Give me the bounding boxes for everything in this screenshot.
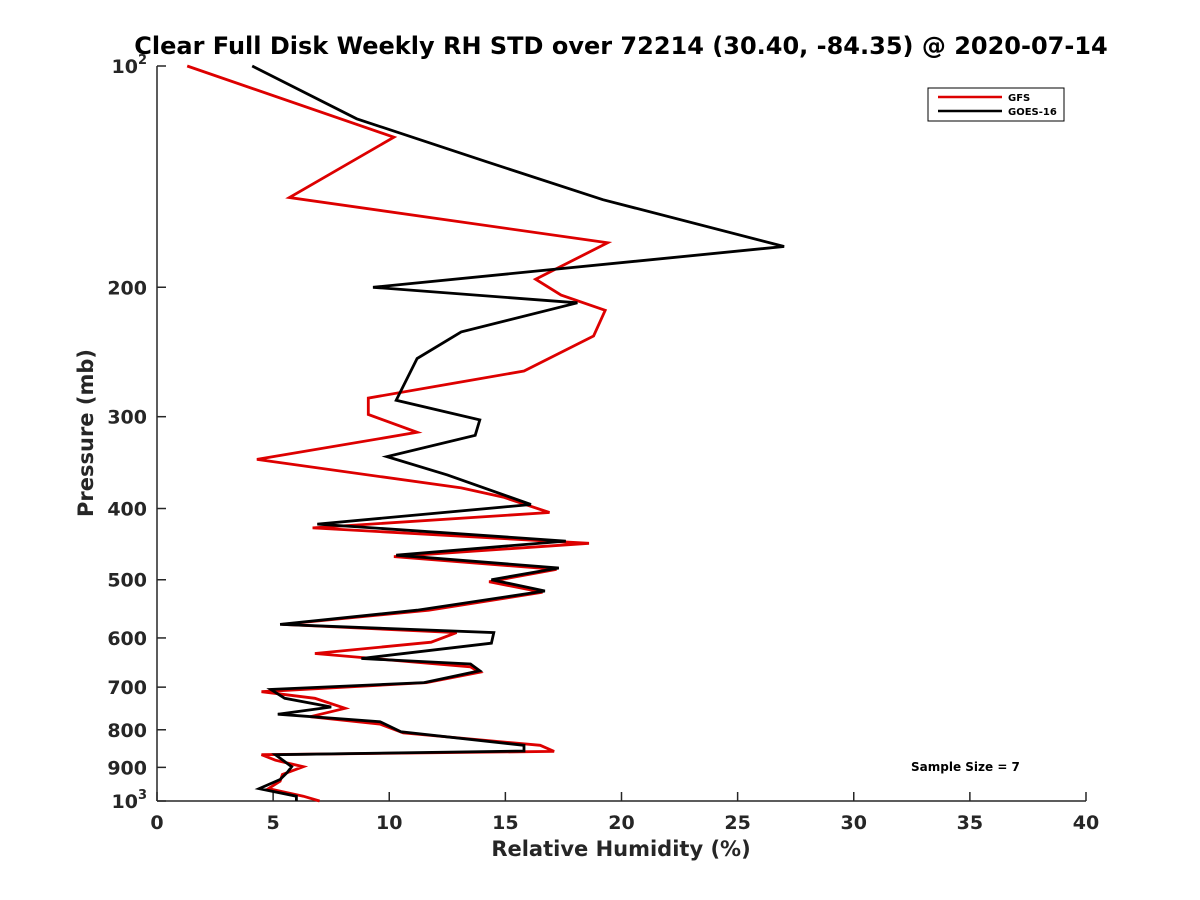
- y-tick-label: 700: [107, 677, 147, 699]
- x-tick-label: 15: [492, 812, 518, 834]
- x-tick-label: 5: [267, 812, 280, 834]
- y-tick-label: 102: [112, 53, 148, 78]
- y-tick-label: 200: [107, 277, 147, 299]
- series-line-goes16: [251, 64, 785, 801]
- legend: GFS GOES-16: [927, 87, 1065, 122]
- x-axis-label: Relative Humidity (%): [491, 837, 750, 861]
- y-tick-label: 103: [112, 788, 148, 813]
- x-tick-label: 0: [150, 812, 163, 834]
- x-axis-ticks: 0 5 10 15 20 25 30 35 40: [150, 792, 1099, 834]
- x-tick-label: 10: [376, 812, 402, 834]
- legend-box: [927, 87, 1065, 122]
- legend-label-gfs: GFS: [1008, 93, 1030, 104]
- y-tick-label: 900: [107, 757, 147, 779]
- series-layer: [186, 64, 785, 803]
- y-axis-ticks: 102 200 300 400 500 600 700 800 900 103: [107, 53, 166, 813]
- sample-size-annotation: Sample Size = 7: [911, 760, 1020, 774]
- x-tick-label: 30: [841, 812, 867, 834]
- chart-title: Clear Full Disk Weekly RH STD over 72214…: [134, 32, 1107, 60]
- legend-label-goes16: GOES-16: [1008, 107, 1057, 118]
- x-tick-label: 40: [1073, 812, 1099, 834]
- y-tick-label: 800: [107, 720, 147, 742]
- y-axis-label: Pressure (mb): [74, 349, 98, 517]
- y-tick-label: 500: [107, 570, 147, 592]
- y-tick-label: 400: [107, 499, 147, 521]
- series-line-gfs: [186, 64, 613, 803]
- x-tick-label: 35: [957, 812, 983, 834]
- x-tick-label: 20: [608, 812, 634, 834]
- y-tick-label: 300: [107, 407, 147, 429]
- y-tick-label: 600: [107, 628, 147, 650]
- x-tick-label: 25: [724, 812, 750, 834]
